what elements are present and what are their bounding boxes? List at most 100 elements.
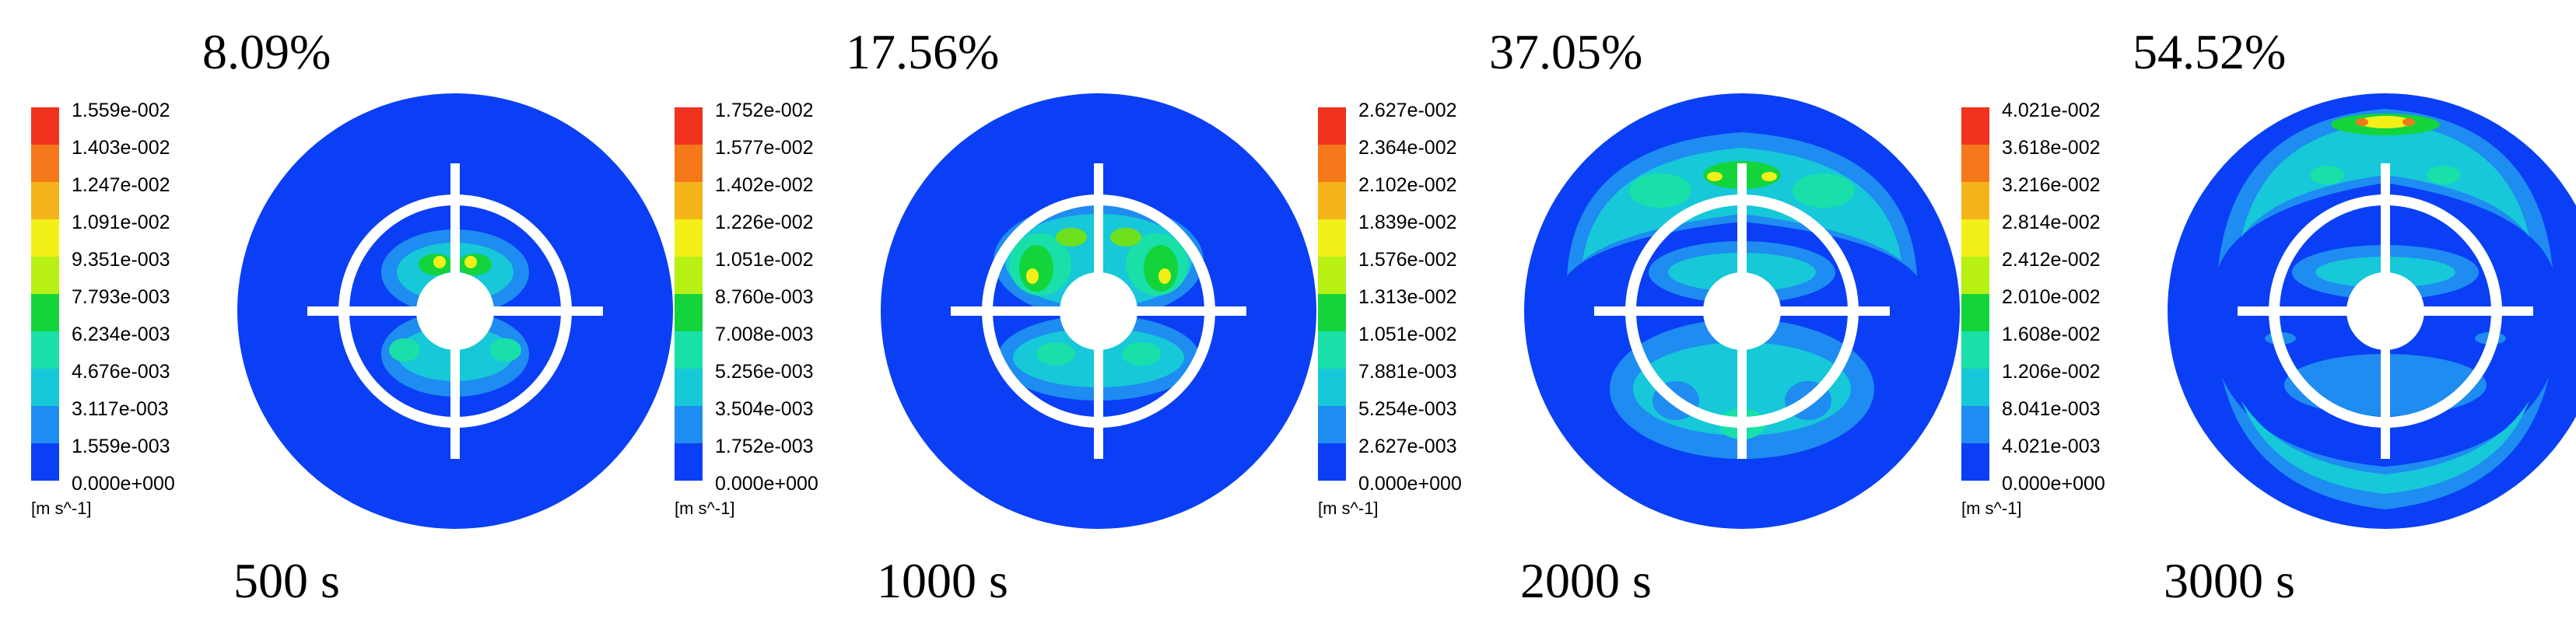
time-label: 1000 s	[877, 553, 1008, 608]
velocity-contour-disk	[237, 93, 673, 529]
legend-label: 2.814e-002	[2002, 212, 2101, 233]
legend-label: 2.627e-002	[1358, 100, 1457, 121]
unit-label: [m s^-1]	[675, 499, 735, 518]
legend-label: 1.577e-002	[715, 137, 814, 159]
center-hub	[1703, 272, 1781, 350]
legend-swatch	[675, 369, 703, 406]
legend-swatch	[31, 257, 59, 294]
legend-swatch	[31, 331, 59, 369]
legend-swatch	[675, 219, 703, 257]
legend-swatch	[1961, 443, 1989, 481]
legend-swatch	[1961, 406, 1989, 443]
legend-swatch	[1318, 331, 1346, 369]
legend-swatch	[31, 406, 59, 443]
legend-label: 7.881e-003	[1358, 361, 1457, 383]
velocity-contour-disk	[1524, 93, 1960, 529]
legend-swatch	[1961, 182, 1989, 219]
legend-label: 7.793e-003	[72, 286, 170, 308]
legend-swatch	[675, 145, 703, 182]
legend-swatch	[31, 369, 59, 406]
legend-label: 1.226e-002	[715, 212, 814, 233]
legend-swatch	[1318, 294, 1346, 331]
legend-swatch	[1961, 145, 1989, 182]
panel-500s: 8.09% 1.559e-002 1.403e-002 1.247e-002 1…	[0, 0, 673, 637]
percent-label: 37.05%	[1489, 24, 1643, 79]
legend-swatch	[31, 107, 59, 145]
legend-label: 6.234e-003	[72, 324, 170, 345]
legend-label: 1.608e-002	[2002, 324, 2101, 345]
legend-label: 1.403e-002	[72, 137, 170, 159]
legend-label: 0.000e+000	[72, 473, 175, 495]
legend-swatch	[675, 294, 703, 331]
legend-label: 4.676e-003	[72, 361, 170, 383]
legend-label: 3.504e-003	[715, 398, 814, 420]
legend-label: 3.117e-003	[72, 398, 169, 420]
legend-swatch	[675, 182, 703, 219]
legend-swatch	[1961, 331, 1989, 369]
legend-label: 0.000e+000	[1358, 473, 1462, 495]
legend-label: 1.402e-002	[715, 174, 814, 196]
unit-label: [m s^-1]	[31, 499, 92, 518]
legend-swatch	[1318, 443, 1346, 481]
center-hub	[1060, 272, 1137, 350]
legend-swatch	[1961, 294, 1989, 331]
velocity-contour-disk	[881, 93, 1316, 529]
unit-label: [m s^-1]	[1318, 499, 1379, 518]
legend-label: 1.206e-002	[2002, 361, 2101, 383]
legend-swatch	[1961, 257, 1989, 294]
legend-label: 8.760e-003	[715, 286, 814, 308]
legend-label: 2.364e-002	[1358, 137, 1457, 159]
legend-swatch	[1961, 219, 1989, 257]
legend-swatch	[675, 443, 703, 481]
legend-label: 5.254e-003	[1358, 398, 1457, 420]
legend-label: 2.102e-002	[1358, 174, 1457, 196]
legend-label: 0.000e+000	[715, 473, 818, 495]
legend-swatch	[1318, 219, 1346, 257]
velocity-contour-disk	[2168, 93, 2576, 529]
legend-swatch	[675, 257, 703, 294]
center-hub	[416, 272, 494, 350]
time-label: 2000 s	[1520, 553, 1652, 608]
legend-label: 2.412e-002	[2002, 249, 2101, 271]
legend-label: 2.627e-003	[1358, 436, 1457, 457]
legend-label: 1.839e-002	[1358, 212, 1457, 233]
legend-label: 1.752e-002	[715, 100, 814, 121]
legend-label: 2.010e-002	[2002, 286, 2101, 308]
legend-swatch	[1318, 107, 1346, 145]
legend-label: 3.618e-002	[2002, 137, 2101, 159]
panel-1000s: 17.56% 1.752e-002 1.577e-002 1.402e-002 …	[643, 0, 1316, 637]
legend-label: 1.051e-002	[715, 249, 814, 271]
time-label: 500 s	[233, 553, 340, 608]
legend-label: 7.008e-003	[715, 324, 814, 345]
legend-swatch	[1318, 182, 1346, 219]
legend-swatch	[1318, 369, 1346, 406]
percent-label: 17.56%	[846, 24, 1000, 79]
legend-label: 1.313e-002	[1358, 286, 1457, 308]
legend-swatch	[1961, 107, 1989, 145]
percent-label: 54.52%	[2133, 24, 2287, 79]
legend-label: 3.216e-002	[2002, 174, 2101, 196]
legend-swatch	[675, 107, 703, 145]
legend-label: 1.247e-002	[72, 174, 170, 196]
legend-swatch	[31, 294, 59, 331]
legend-label: 1.051e-002	[1358, 324, 1457, 345]
legend-swatch	[31, 443, 59, 481]
legend-label: 4.021e-002	[2002, 100, 2101, 121]
legend-label: 5.256e-003	[715, 361, 814, 383]
legend-label: 0.000e+000	[2002, 473, 2105, 495]
legend-swatch	[31, 219, 59, 257]
contour-blobs	[994, 202, 1204, 401]
legend-label: 1.752e-003	[715, 436, 814, 457]
center-hub	[2346, 272, 2424, 350]
panel-3000s: 54.52% 4.021e-002 3.618e-002 3.216e-002 …	[1930, 0, 2576, 637]
legend-swatch	[1961, 369, 1989, 406]
unit-label: [m s^-1]	[1961, 499, 2022, 518]
legend-swatch	[675, 406, 703, 443]
legend-swatch	[31, 145, 59, 182]
legend-label: 1.091e-002	[72, 212, 170, 233]
legend-label: 9.351e-003	[72, 249, 170, 271]
legend-label: 1.559e-002	[72, 100, 170, 121]
legend-label: 4.021e-003	[2002, 436, 2101, 457]
legend-swatch	[1318, 145, 1346, 182]
time-label: 3000 s	[2164, 553, 2295, 608]
